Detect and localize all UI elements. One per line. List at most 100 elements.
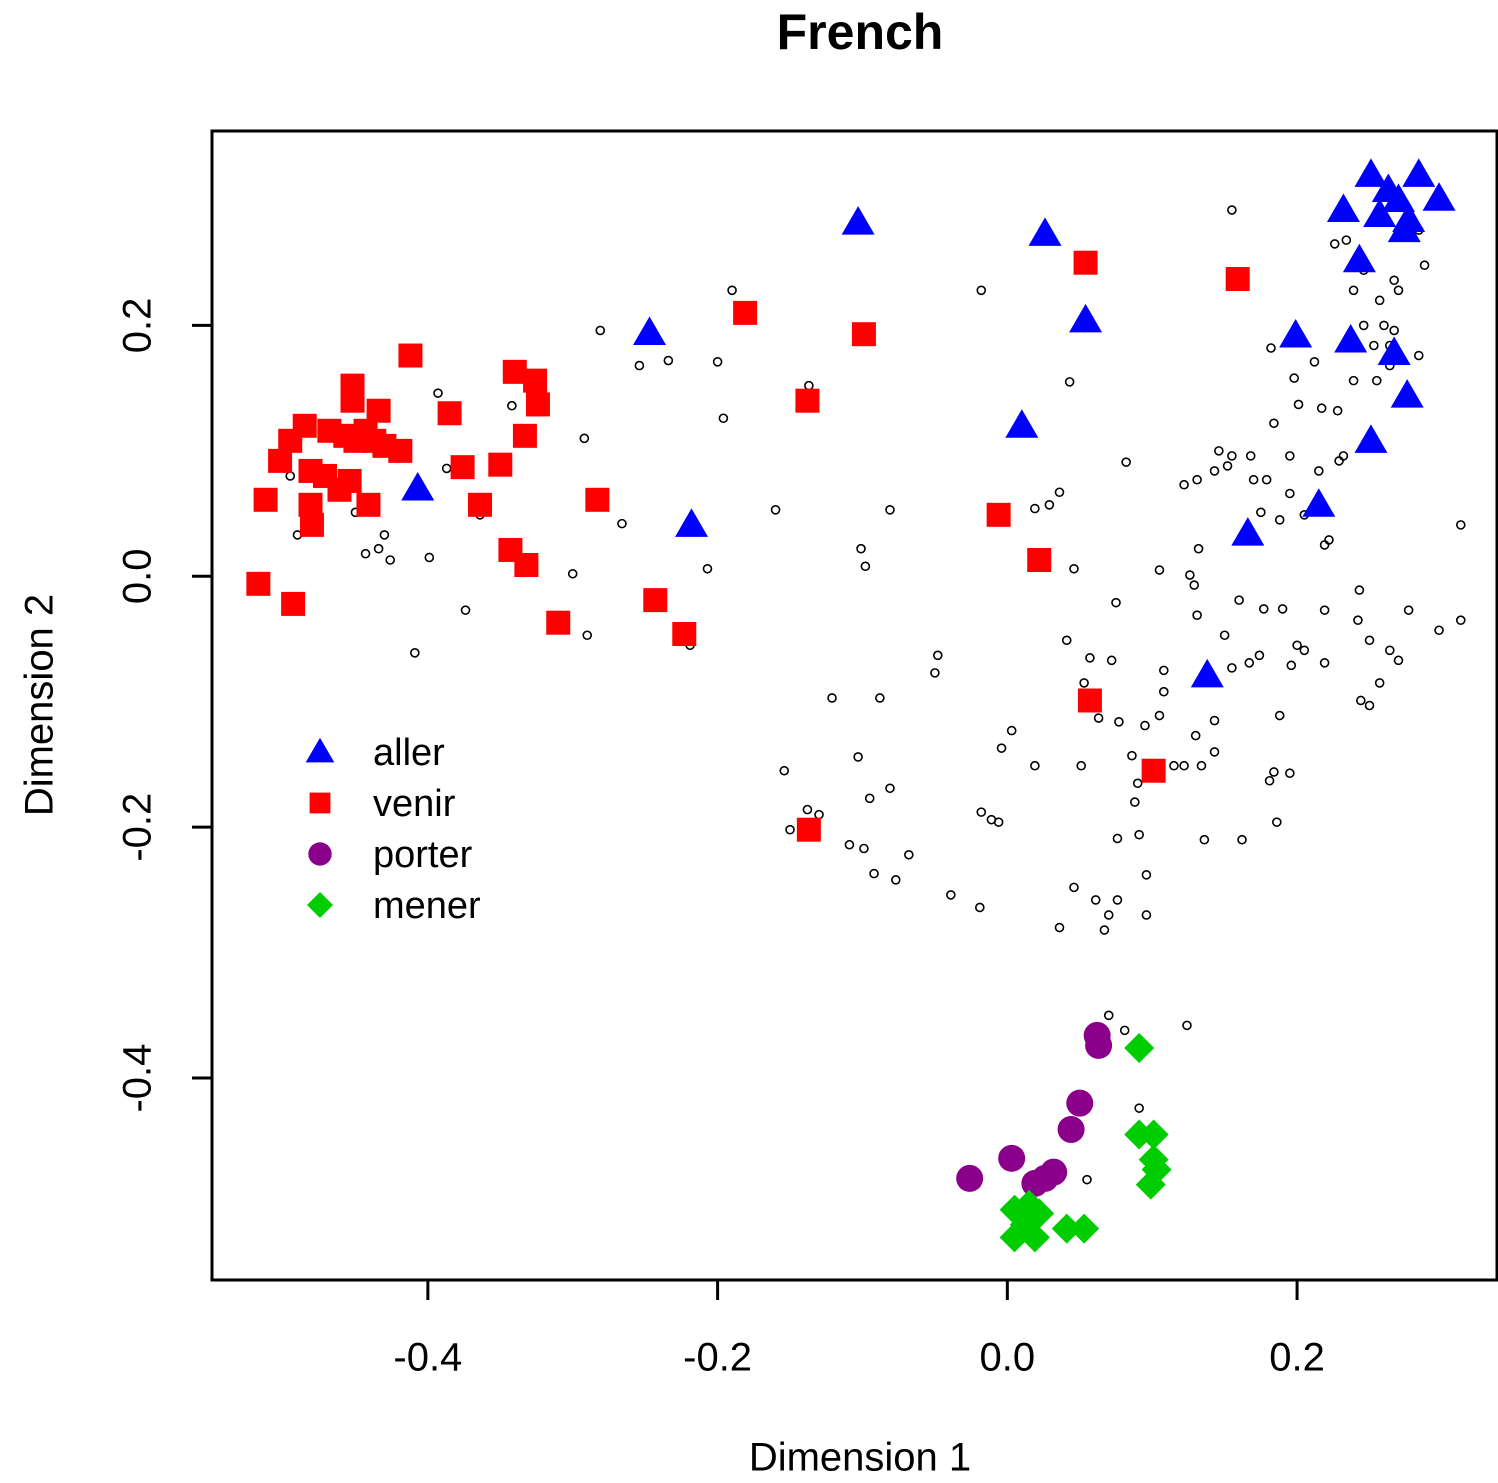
point — [1209, 747, 1220, 757]
point — [844, 839, 855, 850]
point — [488, 452, 513, 477]
point — [1377, 336, 1411, 366]
point — [1134, 829, 1144, 840]
legend-symbol — [307, 892, 333, 918]
point — [1069, 882, 1079, 893]
point — [1271, 817, 1282, 827]
point — [1334, 323, 1368, 353]
point — [814, 809, 824, 820]
point — [975, 902, 985, 913]
point — [366, 398, 391, 423]
point — [1314, 466, 1324, 476]
point — [285, 471, 296, 481]
point — [1179, 760, 1189, 771]
point — [1285, 488, 1295, 499]
point — [617, 518, 627, 529]
point — [1061, 635, 1072, 646]
point — [1302, 488, 1336, 517]
point — [1329, 239, 1340, 249]
point — [1353, 615, 1363, 626]
point — [1274, 710, 1285, 721]
point — [1130, 797, 1140, 807]
point — [986, 502, 1011, 527]
point — [1158, 665, 1169, 676]
point — [1358, 320, 1369, 331]
y-tick-label: -0.4 — [116, 1044, 160, 1113]
point — [860, 561, 871, 572]
point — [1419, 260, 1430, 271]
point — [712, 357, 723, 367]
point — [1121, 457, 1131, 467]
point — [1379, 320, 1389, 331]
point — [1293, 399, 1304, 410]
point — [1193, 543, 1204, 554]
point — [1209, 715, 1220, 726]
point — [1292, 640, 1302, 651]
point — [999, 1194, 1030, 1225]
point — [1106, 655, 1117, 666]
point — [1285, 768, 1295, 779]
point — [410, 648, 420, 658]
point — [337, 468, 362, 493]
point — [246, 571, 271, 596]
point — [1069, 563, 1079, 574]
point — [1222, 461, 1233, 471]
y-tick-label: 0.0 — [116, 548, 160, 604]
point — [546, 610, 571, 635]
point — [795, 388, 820, 413]
point — [1374, 678, 1385, 688]
legend-label: venir — [373, 783, 456, 825]
legend-symbol — [308, 842, 332, 866]
point — [1124, 1032, 1155, 1063]
legend-label: porter — [373, 834, 473, 876]
point — [1264, 775, 1275, 786]
point — [804, 380, 814, 391]
point — [1077, 688, 1102, 713]
point — [1090, 895, 1101, 905]
point — [1393, 655, 1404, 666]
point — [433, 388, 443, 398]
point — [1209, 466, 1220, 476]
point — [1076, 760, 1087, 771]
point — [1112, 895, 1123, 905]
point — [727, 285, 737, 296]
point — [1348, 285, 1359, 296]
point — [1103, 1010, 1114, 1021]
point — [1324, 535, 1334, 545]
point — [1069, 303, 1103, 333]
point — [1141, 870, 1152, 880]
point — [1266, 343, 1276, 353]
point — [1135, 1169, 1166, 1200]
point — [1185, 570, 1195, 580]
point — [1254, 650, 1265, 661]
x-tick-label: 0.0 — [980, 1336, 1036, 1380]
point — [1338, 451, 1349, 461]
point — [856, 543, 866, 554]
point — [1364, 635, 1375, 646]
point — [1141, 910, 1152, 920]
point — [1299, 645, 1310, 656]
point — [853, 752, 863, 762]
point — [1332, 405, 1343, 416]
point — [340, 388, 365, 413]
point — [1189, 580, 1200, 590]
point — [1387, 213, 1421, 243]
point — [634, 360, 645, 371]
point — [360, 548, 371, 559]
point — [1030, 760, 1040, 771]
point — [298, 492, 323, 517]
legend-label: mener — [373, 885, 481, 927]
point — [976, 807, 987, 817]
point — [373, 543, 384, 554]
point — [1374, 295, 1385, 306]
point — [1274, 515, 1285, 525]
point — [1402, 158, 1436, 187]
point — [827, 693, 837, 703]
point — [281, 591, 306, 616]
point — [1277, 604, 1288, 614]
point — [869, 868, 879, 879]
point — [268, 448, 293, 473]
point — [1354, 585, 1365, 595]
point — [1316, 403, 1327, 414]
point — [579, 433, 590, 444]
